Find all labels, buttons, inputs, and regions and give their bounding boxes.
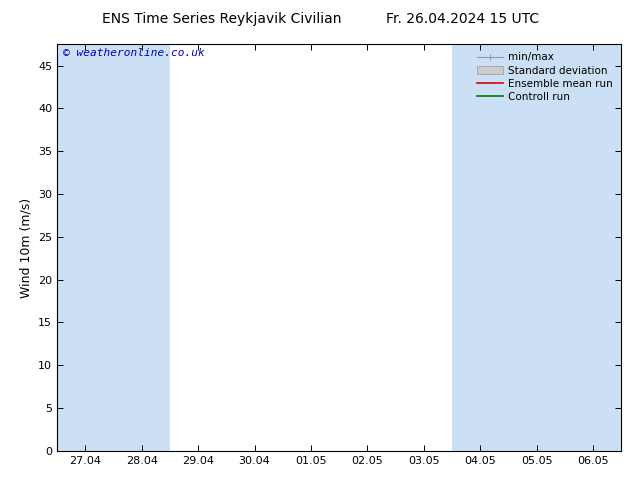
Bar — [57, 44, 113, 451]
Text: Fr. 26.04.2024 15 UTC: Fr. 26.04.2024 15 UTC — [386, 12, 540, 26]
Bar — [508, 44, 565, 451]
Text: © weatheronline.co.uk: © weatheronline.co.uk — [63, 48, 204, 58]
Y-axis label: Wind 10m (m/s): Wind 10m (m/s) — [20, 197, 32, 297]
Legend: min/max, Standard deviation, Ensemble mean run, Controll run: min/max, Standard deviation, Ensemble me… — [474, 49, 616, 105]
Bar — [565, 44, 621, 451]
Bar — [57, 44, 113, 451]
Bar — [113, 44, 170, 451]
Bar — [565, 44, 621, 451]
Text: ENS Time Series Reykjavik Civilian: ENS Time Series Reykjavik Civilian — [102, 12, 342, 26]
Bar — [452, 44, 508, 451]
